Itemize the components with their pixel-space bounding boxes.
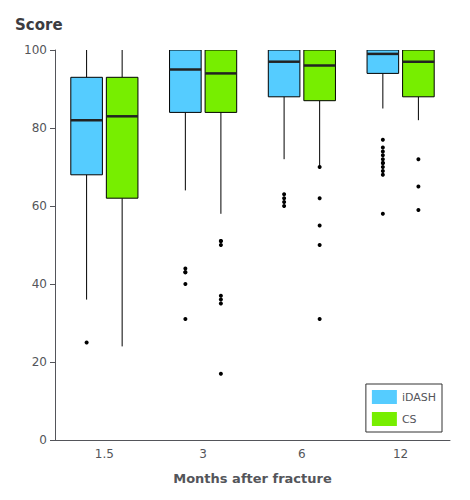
svg-text:3: 3: [199, 447, 207, 461]
svg-text:iDASH: iDASH: [402, 391, 436, 404]
svg-text:100: 100: [24, 43, 47, 57]
svg-text:12: 12: [393, 447, 408, 461]
svg-text:1.5: 1.5: [95, 447, 114, 461]
svg-text:80: 80: [32, 121, 47, 135]
svg-text:40: 40: [32, 277, 47, 291]
svg-text:Months after fracture: Months after fracture: [173, 471, 332, 486]
svg-text:CS: CS: [402, 413, 417, 426]
svg-text:60: 60: [32, 199, 47, 213]
svg-text:20: 20: [32, 355, 47, 369]
svg-text:0: 0: [39, 433, 47, 447]
svg-text:6: 6: [298, 447, 306, 461]
svg-text:Score: Score: [15, 16, 63, 34]
